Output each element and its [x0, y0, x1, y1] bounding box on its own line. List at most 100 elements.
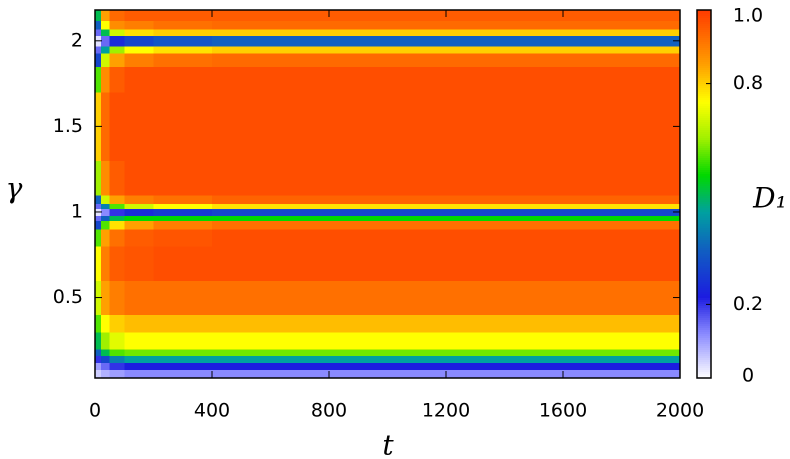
colorbar-strip: [697, 204, 711, 207]
heatmap-cell: [95, 194, 102, 204]
heatmap-cell: [124, 35, 154, 47]
heatmap-cell: [95, 160, 102, 196]
colorbar-strip: [697, 52, 711, 55]
colorbar-strip: [697, 102, 711, 105]
heatmap-cell: [153, 35, 213, 47]
colorbar-tick-label: 0.8: [733, 72, 763, 94]
colorbar-strip: [697, 222, 711, 225]
colorbar-strip: [697, 262, 711, 265]
colorbar-strip: [697, 360, 711, 363]
heatmap-cell: [153, 280, 213, 316]
heatmap-cell: [212, 280, 681, 316]
x-tick-label: 800: [311, 400, 347, 422]
colorbar-strip: [697, 190, 711, 193]
colorbar-strip: [697, 350, 711, 353]
heatmap-cell: [100, 314, 111, 333]
heatmap-cell: [109, 208, 125, 216]
y-tick-label: 0.5: [53, 286, 83, 308]
colorbar-strip: [697, 302, 711, 305]
colorbar-strip: [697, 94, 711, 97]
heatmap-cell: [109, 20, 125, 30]
colorbar-strip: [697, 368, 711, 371]
colorbar-strip: [697, 332, 711, 335]
heatmap-cell: [212, 208, 681, 216]
heatmap-cell: [153, 66, 213, 93]
colorbar-strip: [697, 254, 711, 257]
colorbar-strip: [697, 326, 711, 329]
colorbar-strip: [697, 114, 711, 117]
colorbar-strip: [697, 104, 711, 107]
colorbar-strip: [697, 240, 711, 243]
colorbar-strip: [697, 172, 711, 175]
colorbar-strip: [697, 46, 711, 49]
colorbar-strip: [697, 230, 711, 233]
colorbar-strip: [697, 142, 711, 145]
heatmap-cell: [95, 66, 102, 93]
colorbar-strip: [697, 270, 711, 273]
heatmap-cell: [124, 92, 154, 162]
heatmap-cell: [212, 348, 681, 357]
heatmap-cell: [153, 52, 213, 67]
colorbar-strip: [697, 322, 711, 325]
heatmap-cell: [153, 331, 213, 350]
heatmap-cell: [124, 203, 154, 210]
colorbar-strip: [697, 32, 711, 35]
colorbar-strip: [697, 300, 711, 303]
heatmap-cell: [124, 52, 154, 67]
colorbar-strip: [697, 158, 711, 161]
heatmap-cell: [100, 208, 111, 216]
colorbar-strip: [697, 340, 711, 343]
heatmap-cell: [109, 220, 125, 230]
heatmap-cell: [124, 20, 154, 30]
colorbar-strip: [697, 20, 711, 23]
colorbar-strip: [697, 148, 711, 151]
y-tick-label: 2: [71, 29, 83, 51]
colorbar-strip: [697, 236, 711, 239]
heatmap-cell: [153, 220, 213, 230]
heatmap-cell: [95, 355, 102, 364]
heatmap-cell: [212, 355, 681, 364]
heatmap-cell: [95, 52, 102, 67]
heatmap-cell: [153, 160, 213, 196]
colorbar-strip: [697, 42, 711, 45]
heatmap-cell: [124, 280, 154, 316]
heatmap-cell: [100, 10, 111, 21]
y-tick-label: 1: [71, 200, 83, 222]
heatmap-cell: [212, 28, 681, 37]
colorbar-strip: [697, 134, 711, 137]
colorbar-strip: [697, 192, 711, 195]
colorbar-strip: [697, 258, 711, 261]
colorbar-strip: [697, 118, 711, 121]
colorbar-strip: [697, 60, 711, 63]
heatmap-cell: [124, 28, 154, 37]
heatmap-cell: [100, 194, 111, 204]
heatmap-cell: [100, 45, 111, 54]
heatmap-cell: [109, 160, 125, 196]
colorbar-strip: [697, 348, 711, 351]
colorbar-strip: [697, 206, 711, 209]
heatmap-cell: [109, 28, 125, 37]
colorbar-strip: [697, 50, 711, 53]
colorbar-strip: [697, 180, 711, 183]
colorbar-strip: [697, 226, 711, 229]
heatmap-cell: [95, 220, 102, 230]
heatmap-cell: [153, 229, 213, 247]
colorbar-strip: [697, 96, 711, 99]
heatmap-cell: [109, 203, 125, 210]
colorbar-strip: [697, 238, 711, 241]
colorbar-strip: [697, 328, 711, 331]
heatmap-cell: [212, 52, 681, 67]
colorbar: [697, 10, 711, 379]
colorbar-strip: [697, 252, 711, 255]
colorbar-strip: [697, 176, 711, 179]
heatmap-cell: [124, 331, 154, 350]
colorbar-strip: [697, 282, 711, 285]
colorbar-strip: [697, 208, 711, 211]
heatmap-cell: [109, 35, 125, 47]
x-tick-label: 1200: [422, 400, 470, 422]
heatmap-cell: [124, 66, 154, 93]
colorbar-strip: [697, 174, 711, 177]
colorbar-strip: [697, 188, 711, 191]
heatmap-cell: [95, 369, 102, 379]
colorbar-strip: [697, 218, 711, 221]
